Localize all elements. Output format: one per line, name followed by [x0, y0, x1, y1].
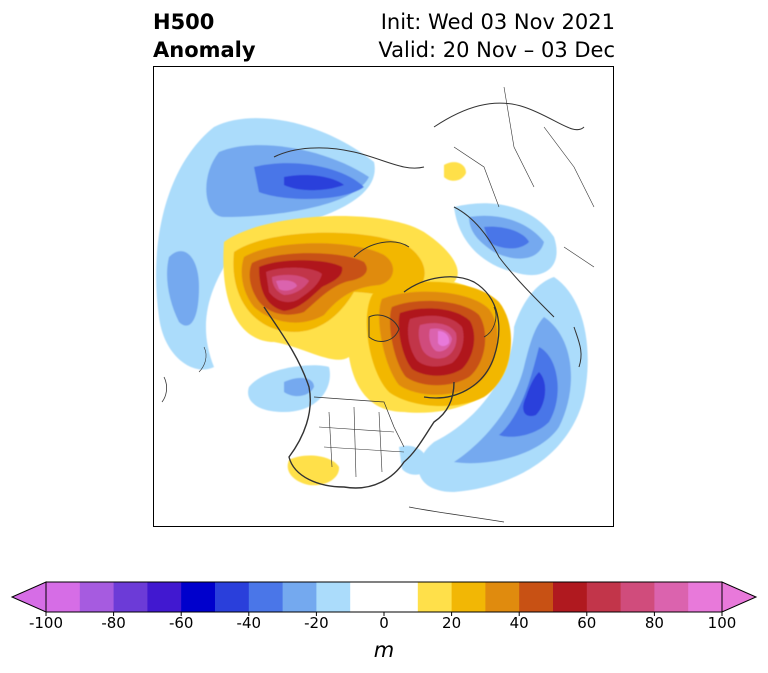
- colorbar-segment: [46, 582, 81, 612]
- colorbar-tick-label: -40: [236, 614, 262, 632]
- colorbar-segment: [113, 582, 148, 612]
- trough-north-atlantic-contours: [418, 277, 588, 492]
- colorbar-segment: [248, 582, 284, 612]
- title-variable: H500: [153, 10, 215, 34]
- trough-northeast-pacific-contours: [248, 365, 330, 412]
- colorbar: -100 -80 -60 -40 -20 0 20 40 60 80 100 m: [0, 578, 768, 673]
- colorbar-segment: [654, 582, 689, 612]
- colorbar-tick-label: 80: [644, 614, 664, 632]
- colorbar-tick-label: -80: [101, 614, 126, 632]
- ridge-southwest-us-contours: [287, 455, 340, 486]
- colorbar-segment: [485, 582, 520, 612]
- trough-pacific-contours: [156, 118, 375, 370]
- map-title-right: Init: Wed 03 Nov 2021 Valid: 20 Nov – 03…: [378, 8, 615, 64]
- colorbar-segment: [350, 582, 419, 612]
- map-panel: [153, 66, 614, 527]
- colorbar-segment: [519, 582, 554, 612]
- init-date-label: Init: Wed 03 Nov 2021: [380, 10, 615, 34]
- colorbar-tick-label: -20: [304, 614, 329, 632]
- colorbar-units-label: m: [373, 638, 395, 662]
- colorbar-segment: [586, 582, 622, 612]
- anomaly-map: [154, 67, 613, 526]
- colorbar-segment: [417, 582, 453, 612]
- colorbar-tick-label: 100: [707, 614, 737, 632]
- colorbar-tick-label: 0: [379, 614, 389, 632]
- colorbar-segment: [553, 582, 588, 612]
- colorbar-under-extend: [10, 581, 47, 613]
- colorbar-segment: [688, 582, 723, 612]
- colorbar-segment: [451, 582, 486, 612]
- ridge-greenland-contours: [366, 281, 511, 407]
- colorbar-segment: [620, 582, 655, 612]
- colorbar-tick-label: 20: [442, 614, 462, 632]
- colorbar-tick-label: 40: [509, 614, 529, 632]
- colorbar-tick-label: -100: [28, 614, 64, 632]
- colorbar-bar: [10, 581, 758, 616]
- colorbar-segment: [181, 582, 216, 612]
- colorbar-segment: [215, 582, 250, 612]
- ridge-scandinavia-contours: [444, 162, 466, 181]
- colorbar-segment: [282, 582, 317, 612]
- trough-siberia-contours: [454, 203, 557, 276]
- colorbar-tick-label: -60: [168, 614, 194, 632]
- colorbar-tick-label: 60: [577, 614, 597, 632]
- valid-range-label: Valid: 20 Nov – 03 Dec: [378, 38, 615, 62]
- colorbar-segment: [316, 582, 351, 612]
- map-title-left: H500 Anomaly: [153, 8, 256, 64]
- trough-southeast-us-contours: [399, 445, 429, 475]
- colorbar-segment: [147, 582, 182, 612]
- title-field: Anomaly: [153, 38, 256, 62]
- colorbar-segment: [79, 582, 115, 612]
- colorbar-over-extend: [721, 581, 758, 613]
- coastlines-borders: [161, 86, 595, 523]
